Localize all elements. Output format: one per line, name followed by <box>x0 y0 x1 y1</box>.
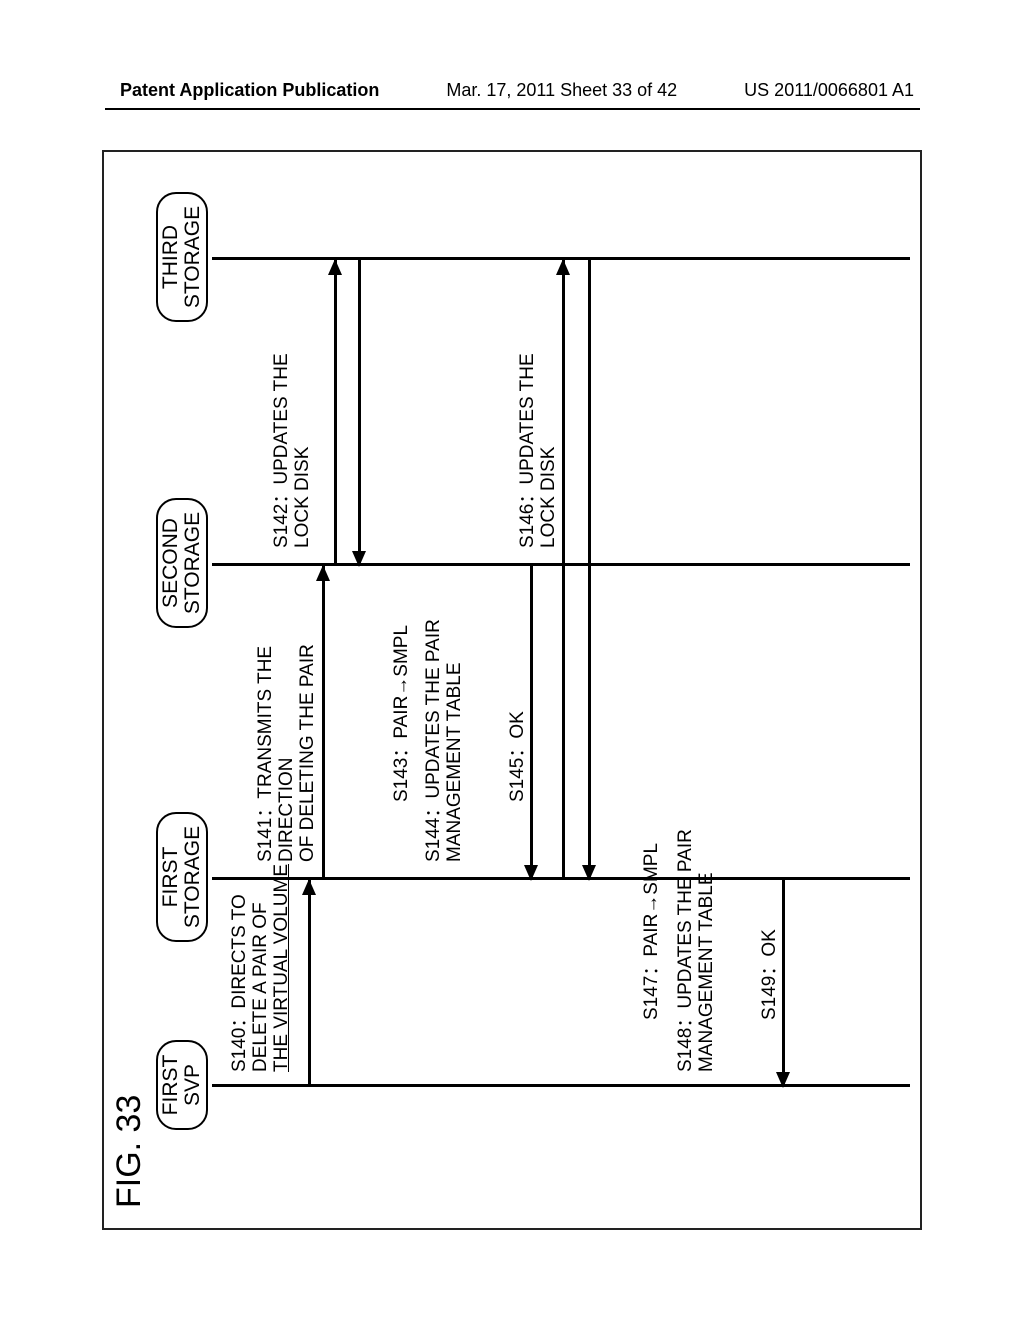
header-center: Mar. 17, 2011 Sheet 33 of 42 <box>446 80 677 101</box>
header-right: US 2011/0066801 A1 <box>744 80 914 101</box>
message-label: S148：UPDATES THE PAIRMANAGEMENT TABLE <box>676 829 718 1072</box>
message-arrow <box>782 880 785 1087</box>
message-arrow <box>334 260 337 566</box>
lane-head: THIRDSTORAGE <box>156 192 208 322</box>
message-arrow <box>322 566 325 880</box>
lifeline <box>212 1085 910 1088</box>
message-label: S147：PAIR→SMPL <box>642 843 663 1020</box>
message-label: S144：UPDATES THE PAIRMANAGEMENT TABLE <box>424 619 466 862</box>
message-label: S142：UPDATES THELOCK DISK <box>272 353 314 548</box>
message-arrow <box>562 260 565 880</box>
lifeline <box>212 878 910 881</box>
message-label: S146：UPDATES THELOCK DISK <box>518 353 560 548</box>
lane-head: FIRSTSVP <box>156 1040 208 1130</box>
page-header: Patent Application Publication Mar. 17, … <box>0 80 1024 101</box>
header-left: Patent Application Publication <box>120 80 379 101</box>
message-label: S141：TRANSMITS THEDIRECTIONOF DELETING T… <box>256 644 319 862</box>
message-arrow <box>530 566 533 880</box>
header-rule <box>105 108 920 110</box>
message-label: S143：PAIR→SMPL <box>392 625 413 802</box>
message-arrow <box>588 260 591 880</box>
lane-head: FIRSTSTORAGE <box>156 812 208 942</box>
message-arrow <box>308 880 311 1087</box>
figure-label: FIG. 33 <box>110 1095 149 1208</box>
message-label: S145：OK <box>508 711 529 802</box>
lane-head: SECONDSTORAGE <box>156 498 208 628</box>
message-label: S149：OK <box>760 929 781 1020</box>
message-label: S140：DIRECTS TODELETE A PAIR OFTHE VIRTU… <box>230 864 293 1072</box>
sequence-diagram: FIG. 33 FIRSTSVP FIRSTSTORAGE SECONDSTORAG… <box>110 160 910 1220</box>
message-arrow <box>358 260 361 566</box>
